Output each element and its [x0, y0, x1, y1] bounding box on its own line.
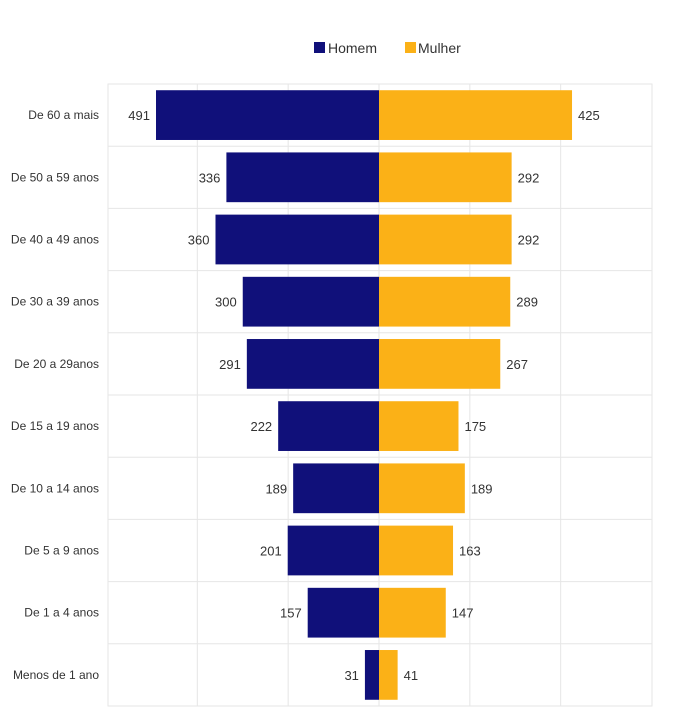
- bar-homem: [364, 650, 379, 700]
- bar-mulher: [379, 650, 398, 700]
- value-label-homem: 291: [219, 357, 241, 372]
- legend-label-mulher: Mulher: [418, 40, 461, 56]
- legend-label-homem: Homem: [328, 40, 377, 56]
- value-label-homem: 201: [260, 544, 282, 559]
- value-label-homem: 336: [199, 170, 221, 185]
- bar-mulher: [379, 339, 501, 389]
- category-label: De 10 a 14 anos: [11, 481, 99, 495]
- bar-homem: [226, 152, 379, 203]
- bar-homem: [246, 339, 379, 389]
- category-label: De 60 a mais: [28, 108, 99, 122]
- category-label: De 50 a 59 anos: [11, 170, 99, 184]
- bar-mulher: [379, 276, 511, 327]
- value-label-mulher: 289: [516, 295, 538, 310]
- bars: [156, 90, 573, 700]
- bar-mulher: [379, 214, 512, 265]
- bar-homem: [156, 90, 379, 140]
- bar-mulher: [379, 525, 454, 576]
- value-label-mulher: 41: [404, 668, 418, 683]
- category-label: De 20 a 29anos: [14, 357, 99, 371]
- category-labels: De 60 a mais De 50 a 59 anos De 40 a 49 an…: [11, 108, 99, 682]
- value-label-homem: 300: [215, 295, 237, 310]
- bar-mulher: [379, 401, 459, 451]
- bar-homem: [293, 463, 379, 514]
- value-label-homem: 157: [280, 606, 302, 621]
- bar-mulher: [379, 587, 446, 638]
- bar-homem: [307, 587, 379, 638]
- category-label: Menos de 1 ano: [13, 668, 99, 682]
- bar-mulher: [379, 463, 465, 514]
- value-label-mulher: 292: [518, 170, 540, 185]
- category-label: De 40 a 49 anos: [11, 233, 99, 247]
- bar-homem: [242, 276, 379, 327]
- bar-mulher: [379, 90, 573, 140]
- value-label-homem: 222: [250, 419, 272, 434]
- value-label-homem: 360: [188, 233, 210, 248]
- category-label: De 15 a 19 anos: [11, 419, 99, 433]
- value-label-mulher: 292: [518, 233, 540, 248]
- value-label-homem: 491: [128, 108, 150, 123]
- legend-swatch-homem: [314, 42, 325, 53]
- category-label: De 30 a 39 anos: [11, 295, 99, 309]
- value-label-mulher: 147: [452, 606, 474, 621]
- value-label-mulher: 163: [459, 544, 481, 559]
- value-labels: 491 425 336 292 360 292 300 289 291 267 222 175 189 1…: [128, 108, 599, 683]
- bar-homem: [278, 401, 379, 451]
- value-label-mulher: 425: [578, 108, 600, 123]
- category-label: De 5 a 9 anos: [24, 544, 99, 558]
- value-label-homem: 189: [265, 481, 287, 496]
- value-label-mulher: 267: [506, 357, 528, 372]
- legend-swatch-mulher: [405, 42, 416, 53]
- bar-mulher: [379, 152, 512, 203]
- value-label-mulher: 175: [464, 419, 486, 434]
- value-label-mulher: 189: [471, 481, 493, 496]
- category-label: De 1 a 4 anos: [24, 606, 99, 620]
- bar-homem: [215, 214, 379, 265]
- value-label-homem: 31: [344, 668, 358, 683]
- bar-homem: [287, 525, 379, 576]
- legend: Homem Mulher: [314, 40, 461, 56]
